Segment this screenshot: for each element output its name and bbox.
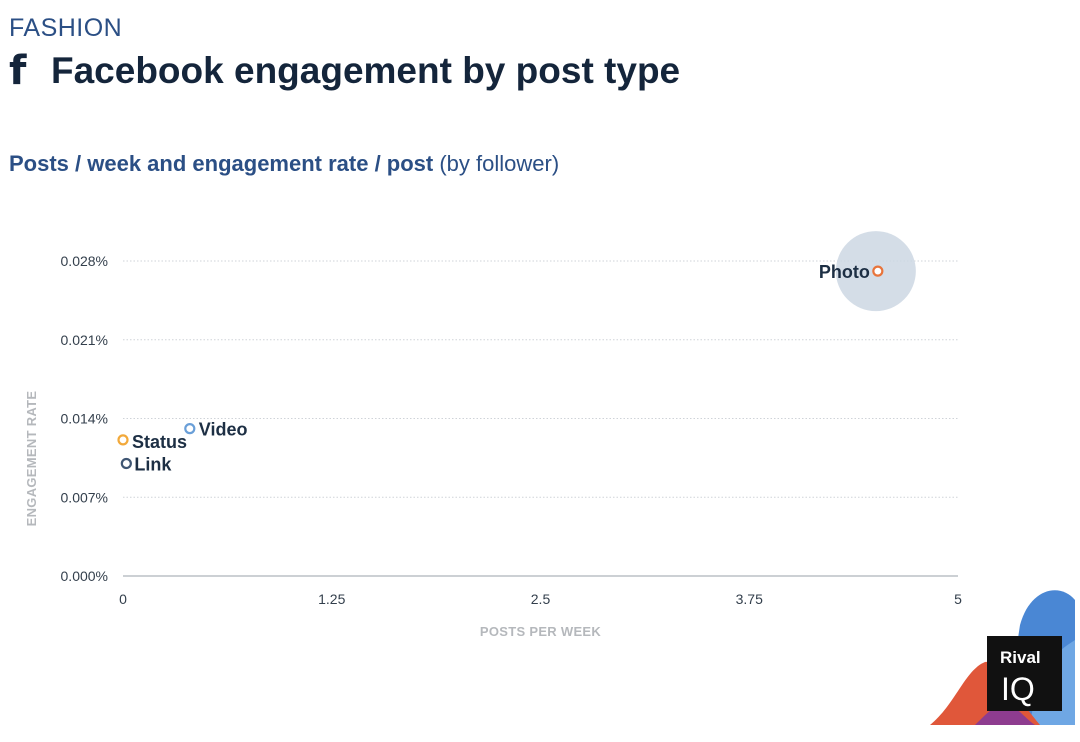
subtitle-qualifier: (by follower): [433, 151, 560, 176]
data-point-label: Video: [199, 420, 248, 440]
logo-text-rival: Rival: [1000, 648, 1041, 667]
subtitle-main: Posts / week and engagement rate / post: [9, 151, 434, 176]
logo-wave-purple: [975, 703, 1035, 725]
data-point-label: Link: [134, 455, 172, 475]
x-tick-label: 5: [954, 591, 962, 607]
category-label: FASHION: [9, 14, 123, 42]
chart-subtitle: Posts / week and engagement rate / post …: [9, 151, 559, 177]
data-point-label: Status: [132, 432, 187, 452]
data-point: [117, 434, 129, 446]
logo-text-iq: IQ: [1001, 671, 1035, 707]
y-tick-label: 0.014%: [61, 411, 108, 427]
y-tick-label: 0.007%: [61, 489, 108, 505]
data-point: [120, 457, 132, 470]
title-row: f Facebook engagement by post type: [9, 48, 680, 94]
y-tick-label: 0.021%: [61, 332, 108, 348]
x-tick-label: 3.75: [736, 591, 763, 607]
y-tick-label: 0.028%: [61, 253, 108, 269]
x-tick-label: 1.25: [318, 591, 345, 607]
grid-lines: [123, 260, 958, 498]
data-points: Photo Video Status Link: [117, 231, 916, 475]
data-point: [872, 265, 884, 277]
chart-title: Facebook engagement by post type: [51, 50, 681, 91]
x-tick-label: 2.5: [531, 591, 551, 607]
y-tick-label: 0.000%: [61, 568, 108, 584]
logo-box: [987, 636, 1062, 711]
y-axis-title: ENGAGEMENT RATE: [24, 391, 39, 527]
data-point-label: Photo: [819, 262, 870, 282]
x-axis-title: POSTS PER WEEK: [480, 624, 602, 639]
facebook-icon: f: [9, 48, 27, 94]
axes: 0.000% 0.007% 0.014% 0.021% 0.028% 0 1.25 2.5 3.…: [24, 253, 962, 639]
rival-iq-logo: Rival IQ: [930, 590, 1075, 725]
data-point: [184, 423, 196, 435]
x-tick-label: 0: [119, 591, 127, 607]
